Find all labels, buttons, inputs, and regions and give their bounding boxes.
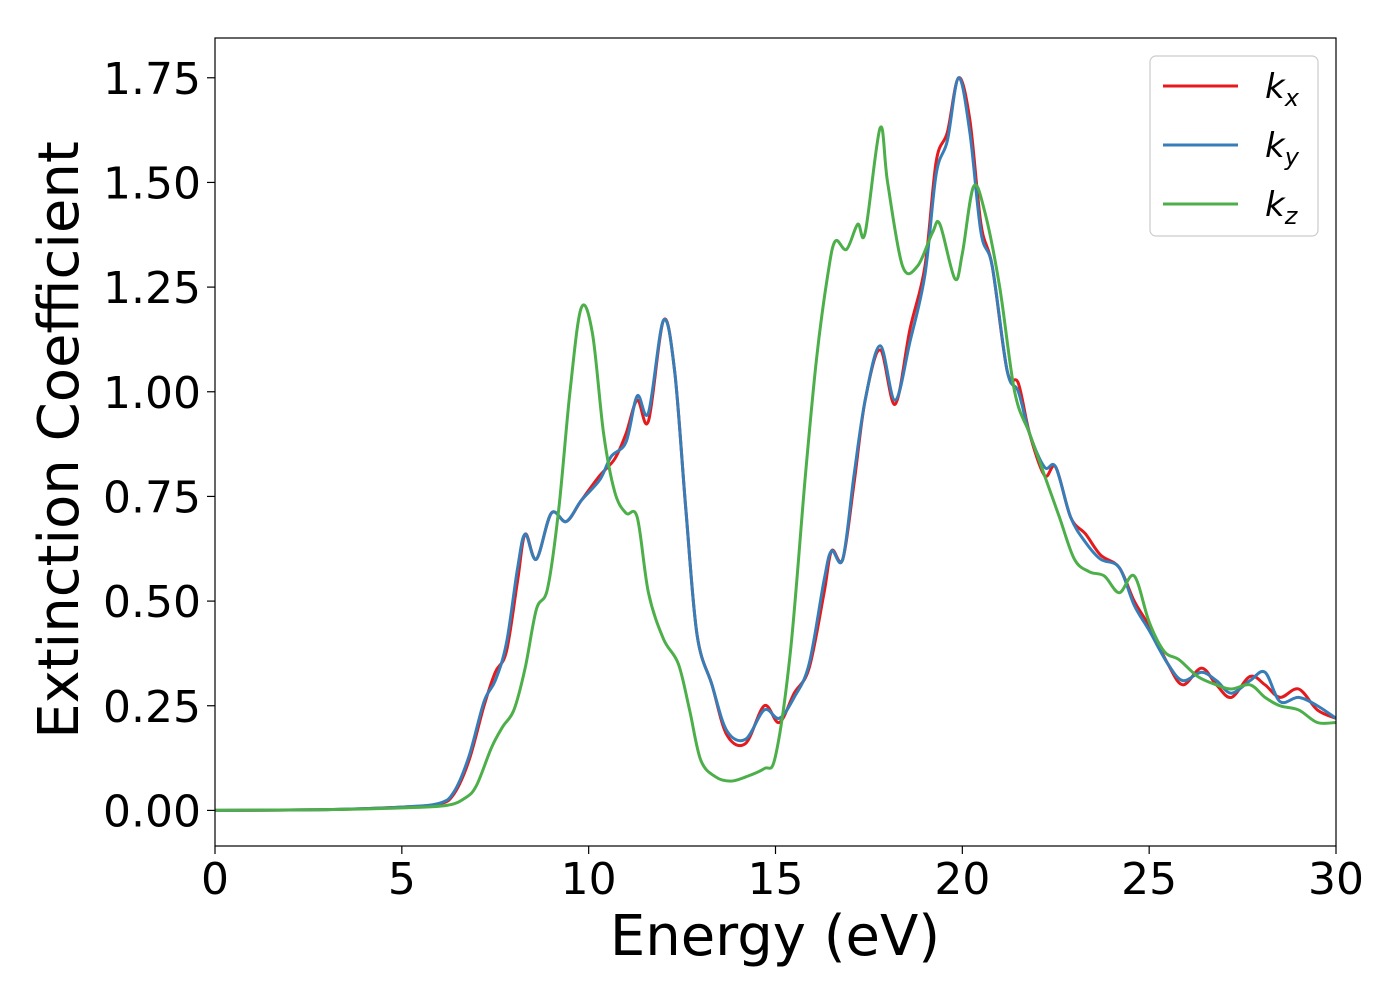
legend-label-z: kz — [1265, 185, 1299, 230]
y-tick-label: 0.25 — [103, 682, 201, 733]
series-line-z — [215, 125, 1336, 812]
series-line-y — [215, 76, 1336, 812]
y-axis-label: Extinction Coefficient — [27, 141, 92, 739]
x-axis-ticks: 0 5 10 15 20 25 30 — [201, 846, 1364, 905]
x-tick-label: 15 — [748, 854, 804, 905]
x-tick-label: 20 — [934, 854, 990, 905]
y-tick-label: 1.75 — [103, 54, 201, 105]
x-tick-label: 5 — [388, 854, 416, 905]
y-tick-label: 0.50 — [103, 577, 201, 628]
y-axis-ticks: 0.00 0.25 0.50 0.75 1.00 1.25 1.50 1.75 — [103, 54, 215, 837]
x-tick-label: 30 — [1308, 854, 1364, 905]
x-tick-label: 0 — [201, 854, 229, 905]
legend-label-y: ky — [1265, 126, 1300, 171]
y-tick-label: 1.00 — [103, 368, 201, 419]
y-tick-label: 0.00 — [103, 786, 201, 837]
legend-label-x: kx — [1265, 67, 1300, 112]
y-tick-label: 0.75 — [103, 472, 201, 523]
legend: kx ky kz — [1149, 55, 1319, 237]
x-tick-label: 25 — [1121, 854, 1177, 905]
x-axis-label: Energy (eV) — [610, 904, 940, 969]
y-tick-label: 1.25 — [103, 263, 201, 314]
x-tick-label: 10 — [561, 854, 617, 905]
y-tick-label: 1.50 — [103, 158, 201, 209]
